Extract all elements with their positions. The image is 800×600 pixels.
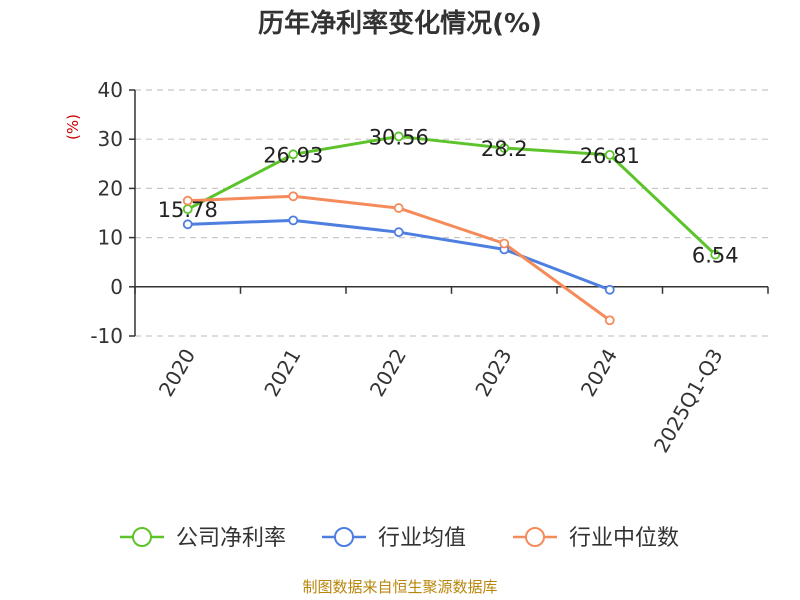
x-tick-label: 2022 bbox=[365, 345, 411, 401]
x-tick-label: 2025Q1-Q3 bbox=[649, 345, 728, 457]
data-label: 30.56 bbox=[369, 125, 429, 149]
data-point bbox=[499, 143, 510, 153]
data-point bbox=[288, 191, 299, 202]
series-line-2 bbox=[187, 194, 611, 322]
data-point bbox=[393, 227, 404, 238]
chart-title: 历年净利率变化情况(%) bbox=[258, 8, 542, 39]
y-tick-label: -10 bbox=[90, 324, 123, 348]
y-tick-label: 40 bbox=[98, 78, 123, 102]
legend-swatch-marker bbox=[132, 527, 152, 547]
data-point bbox=[499, 238, 510, 249]
data-point bbox=[604, 149, 615, 160]
x-tick-label: 2021 bbox=[259, 345, 305, 401]
data-point bbox=[288, 149, 299, 160]
data-label: 15.78 bbox=[158, 198, 218, 222]
data-label: 6.54 bbox=[692, 244, 739, 268]
data-point bbox=[182, 195, 193, 206]
data-label: 26.81 bbox=[580, 144, 640, 168]
data-label: 28.2 bbox=[481, 137, 528, 161]
data-labels: 15.78 26.93 30.56 28.2 26.81 6.54 bbox=[158, 125, 739, 267]
data-point bbox=[393, 203, 404, 213]
y-tick-label: 10 bbox=[98, 226, 123, 250]
legend-swatch-marker bbox=[334, 527, 354, 547]
x-tick-label: 2023 bbox=[470, 345, 516, 401]
data-point bbox=[288, 215, 299, 226]
data-point bbox=[604, 315, 615, 326]
axes: 40 30 20 10 0 -10 2020 2021 2022 2023 2024 2025Q1-Q… bbox=[90, 78, 769, 457]
y-tick-label: 30 bbox=[98, 127, 123, 151]
series-line-0 bbox=[187, 134, 717, 256]
legend-label: 行业均值 bbox=[378, 526, 466, 551]
legend: 公司净利率 行业均值 行业中位数 bbox=[120, 526, 679, 551]
series-lines bbox=[182, 131, 721, 326]
legend-label: 行业中位数 bbox=[569, 526, 679, 551]
legend-label: 公司净利率 bbox=[176, 526, 286, 551]
y-tick-label: 20 bbox=[98, 176, 123, 200]
legend-swatch-marker bbox=[525, 527, 545, 547]
x-tick-label: 2024 bbox=[576, 345, 622, 401]
data-point bbox=[393, 131, 404, 142]
data-point bbox=[182, 219, 193, 230]
data-source-note: 制图数据来自恒生聚源数据库 bbox=[302, 578, 497, 596]
y-tick-label: 0 bbox=[110, 275, 123, 299]
y-axis-label: (%) bbox=[64, 114, 82, 140]
data-point bbox=[710, 249, 721, 260]
x-tick-label: 2020 bbox=[154, 345, 200, 401]
data-point bbox=[604, 284, 615, 295]
data-label: 26.93 bbox=[263, 143, 323, 167]
